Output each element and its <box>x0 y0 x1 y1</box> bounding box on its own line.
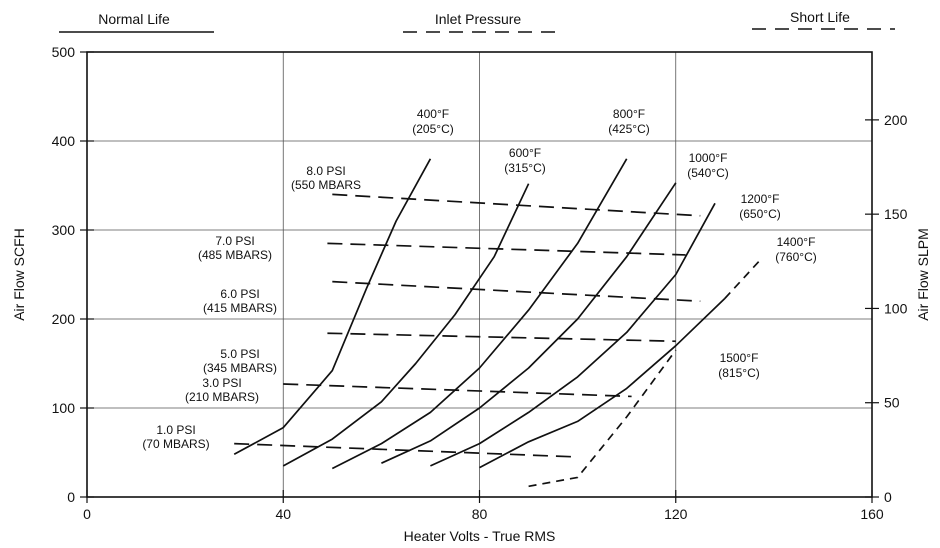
temperature-label-5-c: (650°C) <box>739 207 780 221</box>
x-tick-label-40: 40 <box>275 506 291 522</box>
pressure-label-2-psi: 7.0 PSI <box>215 234 254 248</box>
temperature-label-1-c: (205°C) <box>412 122 453 136</box>
temperature-curve-7 <box>725 261 759 298</box>
temperature-label-8-f: 1500°F <box>720 351 759 365</box>
x-tick-label-120: 120 <box>664 506 688 522</box>
y-tick-label-400: 400 <box>52 133 76 149</box>
temperature-label-1-f: 400°F <box>417 107 449 121</box>
temperature-curve-5 <box>430 203 715 466</box>
temperature-label-6-f: 1400°F <box>777 235 816 249</box>
pressure-line-1 <box>332 194 700 215</box>
pressure-label-6-psi: 1.0 PSI <box>156 423 195 437</box>
temperature-label-3-c: (425°C) <box>608 122 649 136</box>
pressure-label-1-mbar: (550 MBARS <box>291 178 361 192</box>
y-tick-label-200: 200 <box>52 311 76 327</box>
y2-tick-label-200: 200 <box>884 112 908 128</box>
y2-tick-label-50: 50 <box>884 395 900 411</box>
x-axis-title: Heater Volts - True RMS <box>404 528 556 544</box>
y-tick-label-300: 300 <box>52 222 76 238</box>
pressure-label-1-psi: 8.0 PSI <box>306 164 345 178</box>
pressure-line-5 <box>283 384 631 396</box>
pressure-label-4-psi: 5.0 PSI <box>220 347 259 361</box>
pressure-label-5-mbar: (210 MBARS) <box>185 390 259 404</box>
pressure-label-3-mbar: (415 MBARS) <box>203 301 277 315</box>
y2-tick-label-0: 0 <box>884 489 892 505</box>
pressure-label-5-psi: 3.0 PSI <box>202 376 241 390</box>
pressure-label-4-mbar: (345 MBARS) <box>203 361 277 375</box>
legend-label-3: Short Life <box>790 9 850 25</box>
y2-axis-title: Air Flow SLPM <box>915 228 931 321</box>
legend-label-1: Normal Life <box>98 11 170 27</box>
x-tick-label-160: 160 <box>860 506 884 522</box>
pressure-label-6-mbar: (70 MBARS) <box>142 437 209 451</box>
temperature-label-6-c: (760°C) <box>775 250 816 264</box>
temperature-curve-2 <box>283 184 528 466</box>
legend-label-2: Inlet Pressure <box>435 11 522 27</box>
temperature-label-4-f: 1000°F <box>689 151 728 165</box>
temperature-label-2-c: (315°C) <box>504 161 545 175</box>
temperature-label-4-c: (540°C) <box>687 166 728 180</box>
x-tick-label-0: 0 <box>83 506 91 522</box>
temperature-label-2-f: 600°F <box>509 146 541 160</box>
y-axis-title: Air Flow SCFH <box>11 228 27 321</box>
temperature-label-3-f: 800°F <box>613 107 645 121</box>
pressure-label-3-psi: 6.0 PSI <box>220 287 259 301</box>
pressure-label-2-mbar: (485 MBARS) <box>198 248 272 262</box>
x-tick-label-80: 80 <box>472 506 488 522</box>
y2-tick-label-100: 100 <box>884 300 908 316</box>
y-tick-label-0: 0 <box>67 489 75 505</box>
y2-tick-label-150: 150 <box>884 206 908 222</box>
y-tick-label-500: 500 <box>52 44 76 60</box>
y-tick-label-100: 100 <box>52 400 76 416</box>
pressure-line-6 <box>234 444 577 457</box>
temperature-curve-8 <box>529 350 676 486</box>
temperature-label-5-f: 1200°F <box>741 192 780 206</box>
temperature-label-8-c: (815°C) <box>718 366 759 380</box>
temperature-curve-4 <box>381 183 675 463</box>
pressure-line-3 <box>332 282 700 302</box>
